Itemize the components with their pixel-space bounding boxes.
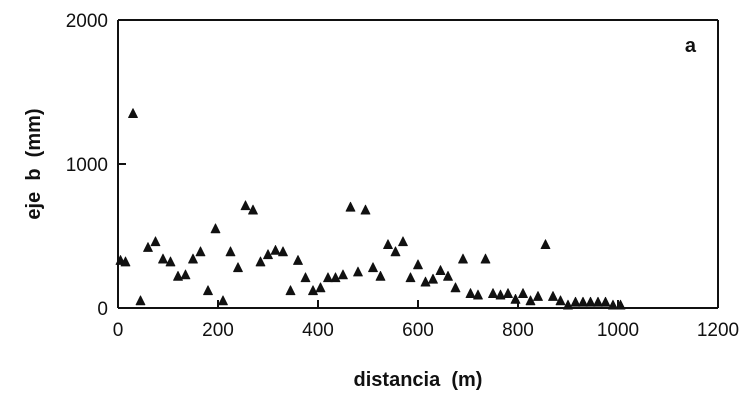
data-point	[480, 253, 491, 264]
data-point	[150, 236, 161, 247]
x-tick-label: 0	[113, 320, 124, 341]
data-point	[308, 285, 318, 296]
data-point	[360, 204, 371, 215]
data-point	[278, 246, 288, 257]
y-tick-label: 2000	[66, 11, 108, 32]
y-axis-title: eje b (mm)	[23, 108, 45, 219]
data-point	[353, 266, 363, 277]
data-point	[465, 288, 476, 299]
y-axis-ticks: 0 1000 2000	[66, 11, 126, 320]
data-point	[473, 289, 483, 300]
data-point	[180, 269, 191, 280]
x-tick-label: 600	[402, 320, 434, 341]
data-point	[450, 282, 461, 293]
y-tick-label: 1000	[66, 155, 108, 176]
data-point	[428, 273, 438, 284]
data-point	[375, 270, 386, 281]
data-point	[563, 299, 573, 310]
data-point	[435, 265, 446, 275]
data-point	[570, 296, 581, 307]
data-point	[263, 249, 273, 260]
x-tick-label: 200	[202, 320, 234, 341]
x-tick-label: 800	[502, 320, 534, 341]
data-point	[255, 256, 266, 267]
data-point	[615, 299, 626, 310]
data-point	[608, 299, 618, 310]
data-point	[233, 262, 243, 273]
data-point	[540, 239, 551, 250]
data-point	[518, 288, 528, 299]
data-point	[293, 255, 303, 265]
data-point	[188, 253, 198, 264]
data-point	[555, 295, 566, 306]
data-point	[495, 289, 506, 300]
data-point	[195, 246, 206, 257]
data-point	[593, 296, 603, 307]
data-point	[548, 291, 558, 301]
data-point	[120, 256, 131, 267]
data-point	[210, 223, 221, 234]
data-point	[383, 239, 393, 250]
data-point	[533, 291, 543, 301]
data-point	[240, 200, 251, 211]
data-point	[143, 242, 153, 252]
data-point	[405, 272, 416, 283]
data-point	[248, 204, 258, 215]
data-point	[578, 296, 588, 307]
data-point	[165, 256, 176, 267]
data-point	[600, 296, 611, 307]
data-point	[525, 295, 536, 306]
data-point	[413, 259, 423, 270]
data-point	[285, 285, 296, 296]
data-point	[338, 269, 348, 280]
data-point	[270, 244, 281, 255]
x-axis-ticks: 0 200 400 600 800 1000 1200	[113, 300, 739, 341]
data-point	[488, 288, 498, 299]
data-point	[218, 295, 228, 306]
data-point	[458, 253, 468, 264]
data-point	[420, 276, 431, 287]
data-point	[315, 282, 326, 293]
data-point	[390, 246, 401, 257]
data-points	[115, 108, 626, 310]
data-point	[510, 293, 521, 304]
x-axis-title: distancia (m)	[354, 369, 483, 391]
panel-label: a	[685, 35, 697, 57]
data-point	[128, 108, 138, 118]
data-point	[398, 236, 408, 247]
data-point	[158, 253, 168, 264]
data-point	[173, 270, 183, 281]
data-point	[135, 295, 146, 306]
data-point	[345, 201, 356, 212]
x-tick-label: 1200	[697, 320, 739, 341]
data-point	[300, 272, 311, 283]
x-tick-label: 1000	[597, 320, 639, 341]
data-point	[503, 288, 513, 299]
data-point	[585, 296, 596, 307]
x-tick-label: 400	[302, 320, 334, 341]
data-point	[323, 272, 333, 283]
data-point	[203, 285, 213, 296]
y-tick-label: 0	[97, 299, 108, 320]
data-point	[330, 272, 341, 283]
data-point	[443, 270, 453, 281]
data-point	[368, 262, 378, 273]
data-point	[225, 246, 236, 257]
